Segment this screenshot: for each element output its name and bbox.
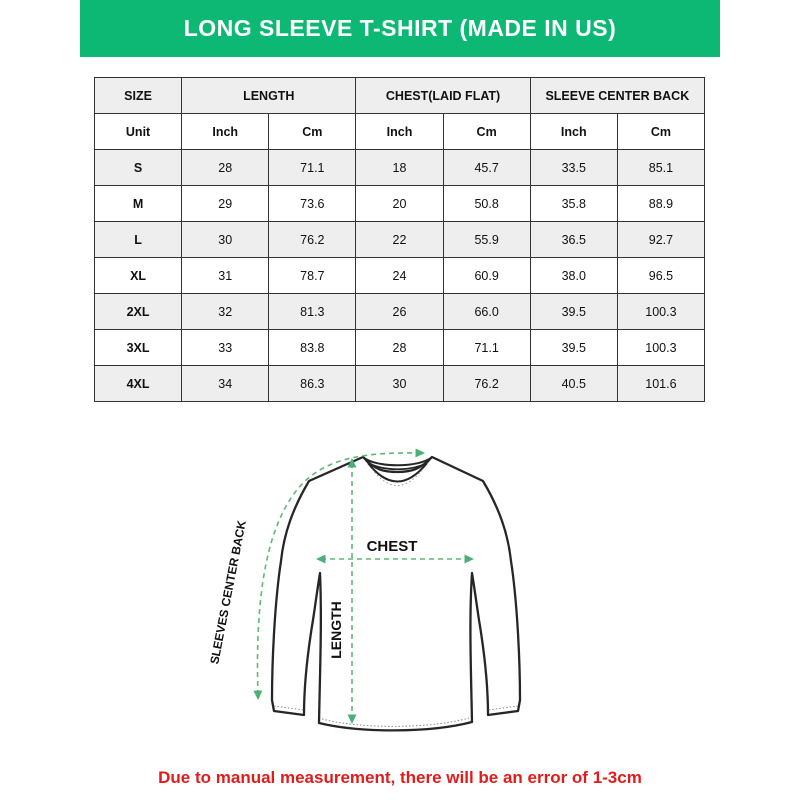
svg-text:LENGTH: LENGTH — [328, 601, 344, 659]
svg-text:CHEST: CHEST — [367, 538, 418, 555]
svg-text:SLEEVES CENTER BACK: SLEEVES CENTER BACK — [207, 519, 249, 665]
